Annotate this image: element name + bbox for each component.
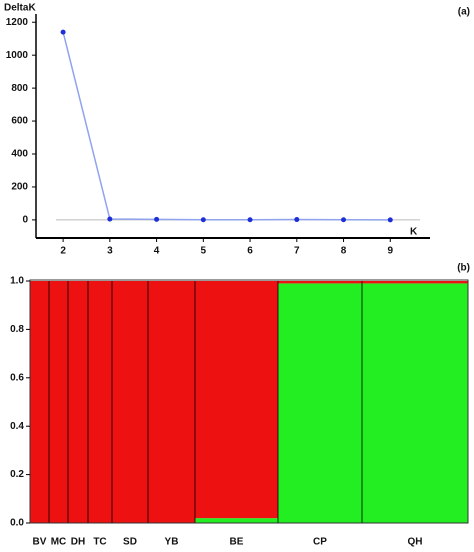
population-label: QH [408,537,423,548]
population-label: DH [71,537,85,548]
population-label: MC [51,537,67,548]
y-tick-label: 800 [11,83,28,94]
y-tick-label: 0.8 [10,324,24,335]
population-label: BE [230,537,244,548]
population-label: BV [33,537,47,548]
membership-segment [68,281,88,523]
y-tick-label: 0.4 [10,421,24,432]
x-tick-label: 8 [341,246,347,257]
data-point [154,216,160,222]
data-point [60,29,66,35]
y-tick-label: 200 [11,182,28,193]
x-axis-label: K [410,227,418,238]
panel-label: (a) [458,7,470,18]
data-point [200,217,206,223]
membership-segment [195,518,278,523]
x-tick-label: 9 [387,246,393,257]
y-tick-label: 1000 [6,50,29,61]
y-axis-label: DeltaK [4,3,36,14]
membership-segment [362,281,468,284]
y-tick-label: 0.6 [10,372,24,383]
membership-segment [362,283,468,523]
x-tick-label: 6 [247,246,253,257]
data-point [247,217,253,223]
data-point [387,217,393,223]
data-line [62,31,391,221]
y-tick-label: 1200 [6,17,29,28]
membership-segment [278,281,362,284]
data-point [341,217,347,223]
x-tick-label: 3 [107,246,113,257]
x-tick-label: 5 [201,246,207,257]
plot-frame [29,279,469,524]
population-label: CP [313,537,327,548]
data-point [107,216,113,222]
data-point [294,217,300,223]
population-label: YB [165,537,179,548]
y-tick-label: 0 [22,215,28,226]
population-label: SD [123,537,137,548]
membership-segment [30,281,49,523]
y-tick-label: 400 [11,149,28,160]
membership-segment [88,281,112,523]
y-tick-label: 1.0 [10,276,24,287]
membership-segment [195,281,278,519]
x-tick-label: 2 [60,246,66,257]
x-tick-label: 7 [294,246,300,257]
y-tick-label: 600 [11,116,28,127]
population-label: TC [93,537,106,548]
x-tick-label: 4 [154,246,160,257]
y-tick-label: 0.2 [10,469,24,480]
y-tick-label: 0.0 [10,518,24,529]
membership-segment [148,281,195,523]
membership-segment [112,281,148,523]
panel-label: (b) [457,263,470,274]
membership-segment [278,283,362,523]
membership-segment [49,281,68,523]
